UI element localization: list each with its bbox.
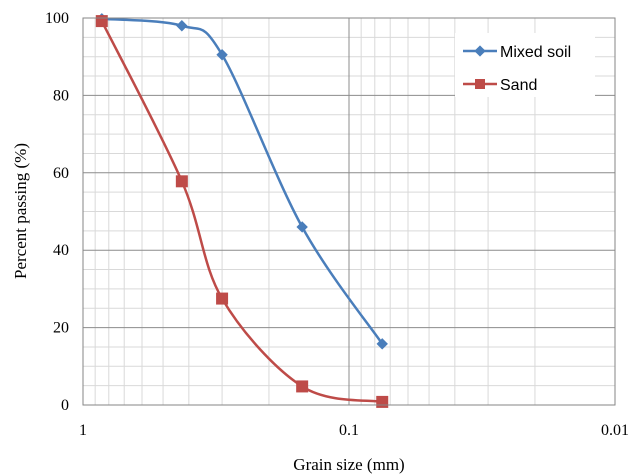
y-axis-title: Percent passing (%) bbox=[11, 143, 30, 279]
y-tick-label: 20 bbox=[53, 320, 69, 337]
series-line-sand bbox=[100, 20, 383, 404]
legend-marker-mixed-soil bbox=[474, 45, 486, 57]
data-point-mixed-soil bbox=[216, 49, 228, 61]
data-point-sand bbox=[95, 15, 108, 28]
data-point-sand bbox=[296, 380, 309, 393]
data-point-sand bbox=[216, 292, 229, 305]
x-tick-label: 1 bbox=[79, 422, 87, 439]
series-markers bbox=[95, 13, 389, 408]
y-tick-label: 0 bbox=[61, 397, 69, 414]
plot-border bbox=[82, 17, 616, 406]
legend-marker-sand bbox=[475, 79, 485, 89]
x-axis-title: Grain size (mm) bbox=[293, 455, 404, 474]
x-axis-tick-labels: 1 0.1 0.01 bbox=[79, 422, 629, 439]
data-point-mixed-soil bbox=[376, 338, 388, 350]
x-tick-label: 0.1 bbox=[339, 422, 359, 439]
legend-label-sand: Sand bbox=[500, 77, 537, 94]
data-point-mixed-soil bbox=[176, 20, 188, 32]
data-point-sand bbox=[376, 395, 389, 408]
data-point-sand bbox=[175, 175, 188, 188]
y-tick-label: 60 bbox=[53, 165, 69, 182]
legend: Mixed soil Sand bbox=[455, 33, 595, 97]
y-tick-label: 100 bbox=[45, 10, 69, 27]
series-lines bbox=[100, 17, 384, 404]
legend-label-mixed-soil: Mixed soil bbox=[500, 44, 571, 61]
y-tick-label: 80 bbox=[53, 87, 69, 104]
y-tick-label: 40 bbox=[53, 242, 69, 259]
series-line-mixed-soil bbox=[101, 17, 384, 345]
y-axis-tick-labels: 0 20 40 60 80 100 bbox=[45, 10, 69, 414]
x-tick-label: 0.01 bbox=[601, 422, 629, 439]
data-point-mixed-soil bbox=[296, 221, 308, 233]
